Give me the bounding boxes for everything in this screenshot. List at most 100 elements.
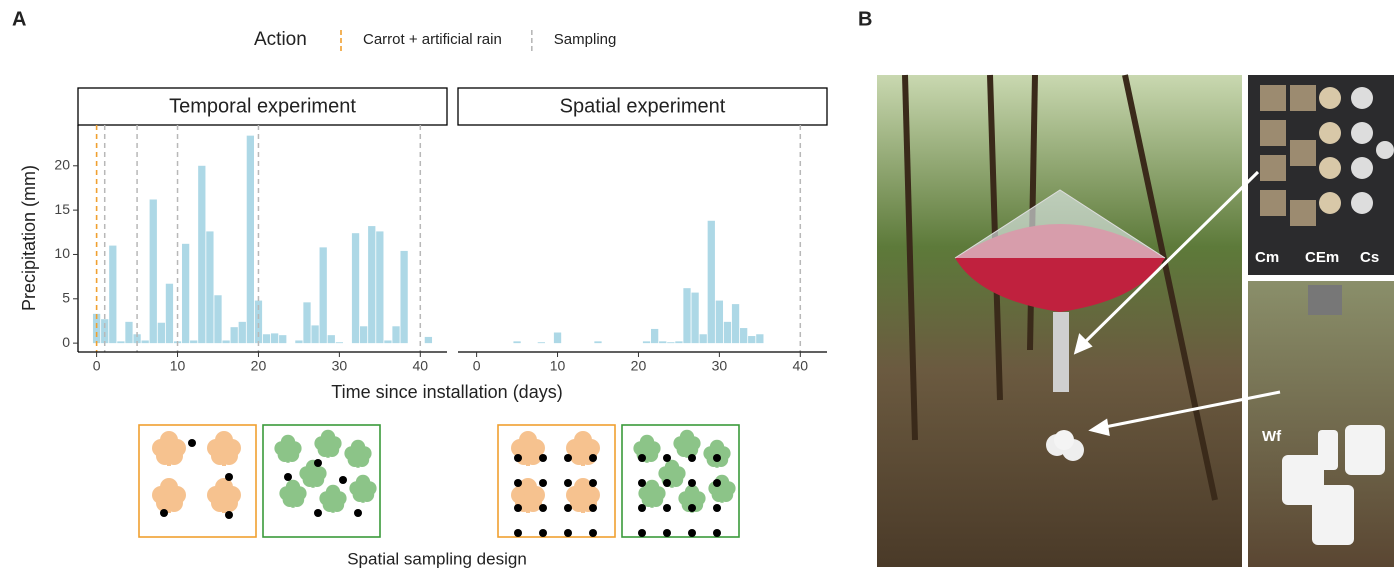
sampling-point	[638, 504, 646, 512]
facet-title: Spatial experiment	[560, 95, 726, 117]
sampling-point	[354, 509, 362, 517]
tree-crown	[359, 487, 375, 502]
sampling-point	[713, 529, 721, 537]
tree-crown	[165, 494, 183, 512]
sampling-point	[589, 479, 597, 487]
facet-title: Temporal experiment	[169, 95, 356, 117]
sampling-point	[514, 529, 522, 537]
tree-crown	[309, 472, 325, 487]
sampling-point	[663, 479, 671, 487]
sampling-point	[539, 504, 547, 512]
tree-crown	[668, 472, 684, 487]
bar	[368, 226, 376, 344]
bar	[254, 300, 263, 344]
sampling-point	[539, 479, 547, 487]
bar	[537, 342, 545, 344]
panel-label: A	[12, 8, 26, 30]
bar	[659, 341, 667, 344]
tree-crown	[220, 447, 238, 465]
x-tick-label: 0	[473, 358, 481, 374]
panel-label: B	[858, 8, 872, 30]
x-tick-label: 40	[413, 358, 429, 374]
tree-crown	[325, 484, 341, 500]
legend-title: Action	[254, 29, 307, 50]
x-axis-label: Time since installation (days)	[331, 382, 562, 402]
bar	[125, 321, 133, 344]
y-tick-label: 0	[62, 334, 70, 350]
tree-crown	[215, 478, 233, 496]
tree-crown	[709, 439, 725, 455]
bar	[650, 328, 659, 344]
tree-crown	[648, 492, 664, 507]
bar	[715, 300, 724, 344]
bar	[400, 250, 408, 344]
tree-crown	[324, 442, 340, 457]
photo-label: Cm	[1255, 249, 1279, 266]
bar	[303, 302, 311, 344]
sampling-point	[514, 479, 522, 487]
sampling-point	[663, 504, 671, 512]
x-tick-label: 10	[170, 358, 186, 374]
y-tick-label: 5	[62, 290, 70, 306]
bar	[731, 304, 740, 344]
tree-crown	[355, 474, 371, 490]
tree-crown	[329, 497, 345, 512]
tree-crown	[519, 431, 537, 449]
sampling-point	[564, 504, 572, 512]
bar	[141, 340, 149, 344]
y-axis-label: Precipitation (mm)	[19, 165, 39, 311]
bar	[335, 342, 344, 344]
bar	[675, 341, 683, 344]
sampling-point	[589, 529, 597, 537]
tree-crown	[639, 434, 655, 450]
sampling-point	[564, 529, 572, 537]
x-tick-label: 10	[550, 358, 566, 374]
bar	[109, 245, 117, 344]
sampling-point	[713, 504, 721, 512]
sampling-point	[314, 509, 322, 517]
arrows	[1073, 170, 1281, 437]
tree-crown	[683, 442, 699, 457]
sampling-point	[688, 529, 696, 537]
sampling-point	[514, 504, 522, 512]
bar	[190, 340, 198, 344]
photo-label: Cs	[1360, 249, 1379, 266]
bar	[392, 326, 400, 344]
bar	[246, 135, 255, 344]
sampling-point	[663, 529, 671, 537]
x-tick-label: 20	[631, 358, 647, 374]
x-tick-label: 30	[712, 358, 728, 374]
tree-crown	[519, 478, 537, 496]
tree-crown	[160, 431, 178, 449]
bar	[295, 340, 303, 344]
bar	[238, 321, 246, 344]
sampling-point	[638, 529, 646, 537]
filter-samples	[1260, 85, 1394, 226]
bar	[683, 288, 691, 344]
sampling-point	[284, 473, 292, 481]
tree-crown	[679, 429, 695, 445]
wf-containers	[1282, 425, 1385, 545]
sampling-point	[589, 454, 597, 462]
photo-label: Wf	[1262, 428, 1282, 445]
bar	[230, 327, 238, 344]
tree-crown	[220, 494, 238, 512]
collector-film	[954, 189, 1166, 259]
tree-crown	[664, 459, 680, 475]
tree-crown	[718, 487, 734, 502]
x-tick-label: 0	[93, 358, 101, 374]
bar	[92, 313, 101, 344]
bar	[376, 231, 384, 344]
legend-label: Sampling	[554, 31, 617, 48]
bar	[756, 334, 764, 344]
bar	[311, 325, 319, 344]
bar	[594, 341, 602, 344]
tree-crown	[354, 452, 370, 467]
bar	[157, 322, 165, 344]
bar	[513, 341, 521, 344]
photos: Cm CEm Cs Wf	[877, 74, 1394, 567]
sampling-point	[339, 476, 347, 484]
sampling-point	[589, 504, 597, 512]
tree-crown	[350, 439, 366, 455]
